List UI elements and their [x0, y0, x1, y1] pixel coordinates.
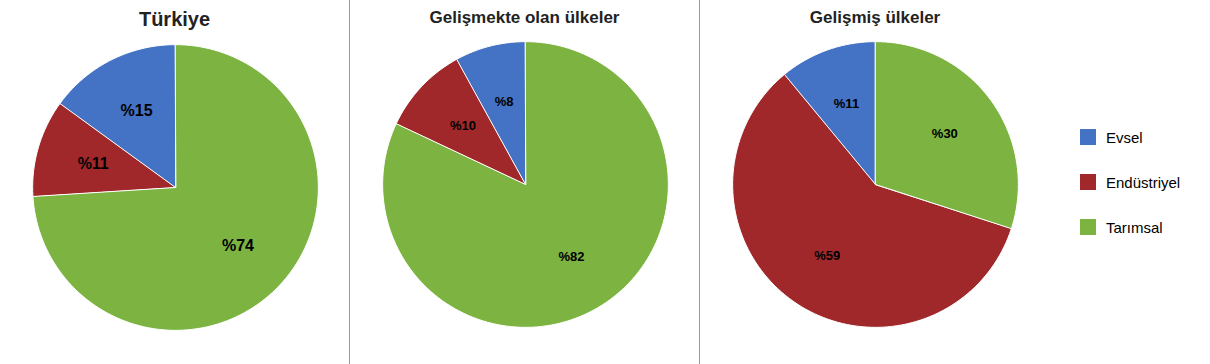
html-text:Gelişmiş ülkeler: Gelişmiş ülkeler	[809, 8, 941, 27]
svg-text:%10: %10	[450, 118, 476, 133]
html-text:Evsel: Evsel	[1106, 128, 1143, 146]
svg-text:%82: %82	[558, 249, 584, 264]
svg-text:%15: %15	[120, 102, 152, 119]
svg-text:%8: %8	[494, 94, 513, 109]
svg-text:%11: %11	[77, 155, 108, 172]
html-text:Endüstriyel: Endüstriyel	[1106, 173, 1181, 191]
html-text:Gelişmekte olan ülkeler: Gelişmekte olan ülkeler	[429, 8, 620, 27]
svg-text:%74: %74	[221, 237, 253, 254]
html-text:Türkiye: Türkiye	[138, 8, 211, 30]
html-text:Tarımsal: Tarımsal	[1106, 218, 1163, 236]
svg-text:%11: %11	[834, 96, 859, 111]
svg-text:%30: %30	[932, 126, 958, 141]
svg-text:%59: %59	[814, 248, 840, 263]
